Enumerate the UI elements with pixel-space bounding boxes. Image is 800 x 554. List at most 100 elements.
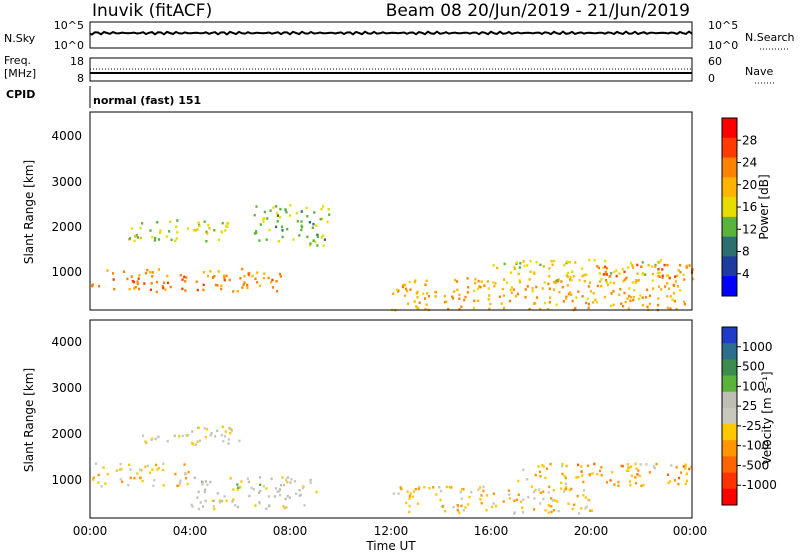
power-cell: [548, 287, 551, 290]
velocity-cell: [457, 510, 460, 513]
velocity-cell: [197, 507, 200, 511]
velocity-cell: [212, 505, 215, 508]
power-cell: [272, 206, 275, 209]
velocity-cell: [690, 465, 693, 468]
power-cell: [648, 302, 651, 306]
power-cell: [132, 280, 136, 284]
power-cell: [284, 208, 287, 211]
velocity-cell: [645, 463, 648, 466]
velocity-cell: [236, 483, 239, 486]
velocity-cell: [106, 472, 109, 476]
velocity-colorbar-swatches: [722, 327, 737, 506]
power-cell: [658, 275, 661, 278]
velocity-cell: [515, 498, 519, 502]
velocity-cell: [203, 427, 206, 430]
power-cell: [443, 294, 446, 298]
velocity-cell: [265, 487, 268, 490]
velocity-cell: [470, 490, 473, 494]
velocity-cell: [152, 484, 155, 488]
power-cell: [549, 296, 552, 299]
power-cell: [168, 230, 171, 233]
power-cell: [256, 281, 259, 284]
power-cell: [241, 267, 244, 271]
power-cell: [477, 279, 480, 283]
power-ytick-1000: 1000: [51, 265, 82, 279]
freq-tick-top: 18: [70, 55, 84, 68]
power-cell: [541, 287, 544, 290]
power-cell: [518, 279, 521, 282]
power-cell: [202, 288, 205, 292]
power-cell: [466, 291, 469, 294]
velocity-cell: [634, 481, 638, 485]
velocity-cell: [539, 502, 542, 505]
power-cell: [566, 260, 569, 263]
power-cell: [289, 204, 292, 207]
power-cell: [464, 295, 467, 299]
velocity-cell: [92, 476, 95, 480]
power-cell: [166, 281, 170, 285]
xtick-6: 00:00: [673, 524, 708, 538]
power-cell: [612, 303, 615, 307]
cpid-row: CPID normal (fast) 151: [6, 86, 201, 108]
power-cell: [407, 302, 410, 305]
velocity-cell: [411, 495, 414, 498]
power-cell: [547, 282, 550, 286]
velocity-cell: [270, 477, 273, 480]
velocity-cell: [293, 480, 297, 483]
velocity-cell: [178, 435, 181, 438]
power-cell: [473, 289, 476, 292]
power-cell: [604, 279, 608, 282]
power-cell: [413, 300, 416, 303]
power-cell: [474, 278, 477, 281]
power-cell: [327, 208, 330, 211]
power-cell: [609, 304, 613, 308]
power-cell: [612, 281, 616, 285]
nsearch-label: N.Search: [745, 31, 795, 44]
power-cell: [288, 214, 292, 217]
power-cell: [587, 302, 590, 306]
power-cell: [585, 301, 588, 305]
power-cell: [139, 226, 142, 230]
velocity-cell: [223, 435, 227, 438]
power-colorbar-swatch: [722, 137, 737, 159]
power-cell: [128, 237, 132, 240]
power-cell: [176, 219, 179, 222]
velocity-colorbar-swatch: [722, 343, 737, 360]
velocity-cell: [258, 476, 262, 479]
velocity-cell: [522, 468, 525, 472]
power-cell: [565, 261, 568, 265]
power-cell: [646, 288, 649, 292]
velocity-cell: [550, 510, 553, 514]
power-cell: [639, 265, 643, 268]
power-cell: [627, 266, 630, 269]
velocity-cell: [557, 509, 560, 513]
power-cell: [268, 228, 271, 232]
velocity-cell: [221, 425, 224, 429]
power-cell: [657, 285, 661, 288]
velocity-cell: [552, 489, 555, 492]
nsearch-tick-top: 10^5: [708, 19, 738, 32]
power-cell: [203, 220, 206, 223]
power-cell: [255, 205, 258, 208]
velocity-cell: [667, 481, 670, 485]
velocity-cell: [640, 484, 643, 488]
power-cell: [155, 290, 158, 294]
power-cell: [639, 294, 642, 297]
power-cell: [463, 298, 466, 302]
power-cell: [605, 267, 608, 270]
velocity-cell: [490, 505, 494, 509]
velocity-cell: [513, 499, 516, 502]
velocity-cell: [128, 463, 131, 466]
power-cell: [542, 265, 545, 268]
velocity-cell: [467, 503, 470, 506]
power-cell: [555, 280, 558, 283]
power-cell: [651, 279, 654, 282]
power-cell: [516, 292, 520, 296]
power-cell: [478, 285, 481, 288]
power-cell: [424, 307, 427, 311]
velocity-cell: [279, 493, 282, 497]
power-cell: [413, 280, 416, 284]
velocity-cell: [560, 481, 563, 485]
power-cell: [571, 270, 574, 273]
power-cell: [629, 261, 633, 265]
